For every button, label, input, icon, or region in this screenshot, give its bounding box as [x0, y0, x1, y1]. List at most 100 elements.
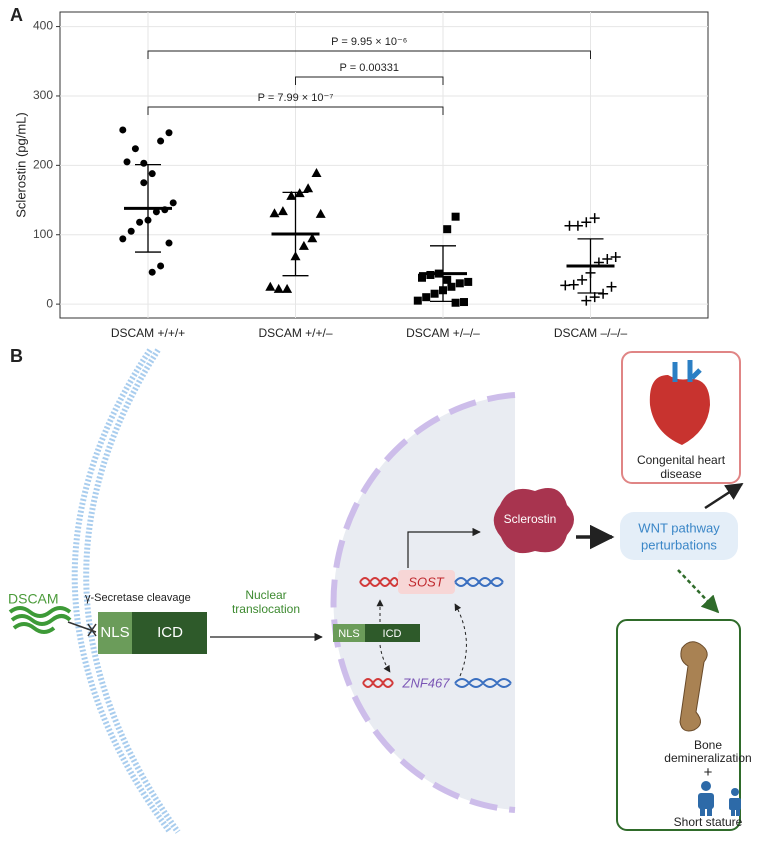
point — [315, 208, 326, 218]
p-value-label: P = 0.00331 — [340, 62, 399, 74]
significance-bracket — [147, 50, 591, 59]
point — [451, 212, 460, 221]
membrane-outer — [71, 348, 173, 834]
wnt-label: perturbations — [641, 537, 717, 552]
membrane-inner — [83, 348, 181, 834]
point — [422, 293, 431, 302]
icd-box — [365, 624, 420, 642]
point — [157, 262, 165, 270]
nls-box — [98, 612, 132, 654]
y-tick-label: 0 — [46, 296, 53, 310]
dna — [454, 678, 512, 688]
dna — [359, 577, 399, 587]
dscam-protein — [8, 606, 72, 634]
y-tick-label: 400 — [33, 19, 53, 33]
point — [157, 137, 165, 145]
point — [589, 213, 600, 224]
point — [451, 298, 460, 307]
point — [589, 292, 600, 303]
point — [560, 280, 571, 291]
point — [277, 206, 288, 216]
x-tick-label: DSCAM –/–/– — [554, 326, 628, 340]
point — [148, 268, 156, 276]
point — [282, 283, 293, 293]
point — [598, 288, 609, 299]
icd-label: ICD — [157, 624, 183, 641]
x-tick-label: DSCAM +/+/+ — [111, 326, 185, 340]
y-tick-label: 100 — [33, 227, 53, 241]
point — [152, 208, 160, 216]
dna — [362, 678, 394, 688]
point — [606, 281, 617, 292]
dscam-label: DSCAM — [8, 591, 59, 607]
point — [298, 240, 309, 250]
sost-label: SOST — [408, 574, 444, 589]
point — [136, 218, 144, 226]
wnt-label: WNT pathway — [638, 520, 720, 535]
dashed-arrow — [454, 603, 467, 677]
p-value-label: P = 7.99 × 10⁻⁷ — [258, 92, 334, 104]
nls-box — [333, 624, 365, 642]
cleavage-label: γ-Secretase cleavage — [85, 592, 191, 604]
sclerostin-label: Sclerostin — [504, 512, 557, 526]
scissors — [87, 623, 97, 637]
nls-label: NLS — [338, 628, 359, 640]
point — [581, 217, 592, 228]
point — [165, 129, 173, 137]
heart-vessels — [672, 360, 702, 382]
point — [140, 179, 148, 187]
point — [165, 239, 173, 247]
panel-label: B — [10, 346, 23, 366]
point — [460, 298, 468, 307]
point — [127, 227, 135, 235]
point — [447, 282, 456, 291]
x-tick-label: DSCAM +/+/– — [258, 326, 332, 340]
point — [119, 126, 127, 134]
point — [577, 274, 588, 285]
icd-label: ICD — [383, 628, 402, 640]
people-icon — [698, 781, 741, 816]
wnt-box — [620, 512, 738, 560]
x-tick-label: DSCAM +/–/– — [406, 326, 480, 340]
point — [123, 158, 131, 166]
nls-label: NLS — [100, 624, 129, 641]
point — [464, 277, 473, 286]
point — [273, 283, 284, 293]
point — [311, 167, 322, 177]
point — [269, 208, 280, 218]
panel-b: B DSCAM γ-Secretase cleavage NLS ICD Nuc… — [8, 346, 752, 834]
point — [610, 251, 621, 262]
bone-label: + — [704, 764, 713, 781]
nucleus — [333, 395, 515, 810]
stature-label: Short stature — [674, 815, 743, 829]
significance-bracket — [295, 76, 444, 85]
point — [413, 296, 422, 305]
dashed-arrow — [379, 644, 391, 673]
nuclear-envelope — [330, 392, 516, 813]
y-axis-label: Sclerostin (pg/mL) — [13, 112, 28, 217]
heart-icon — [649, 375, 710, 445]
panel-label: A — [10, 5, 23, 25]
translocation-label: Nuclear — [245, 588, 286, 602]
bone-label: demineralization — [664, 751, 751, 765]
sclerostin-protein — [493, 488, 574, 554]
znf467-label: ZNF467 — [402, 675, 451, 690]
point — [443, 225, 452, 234]
point — [568, 279, 579, 290]
sost-box — [398, 570, 455, 594]
bone-box — [616, 619, 741, 831]
point — [455, 279, 464, 288]
point — [131, 145, 139, 153]
point — [119, 235, 127, 243]
bone-label: Bone — [694, 738, 722, 752]
point — [307, 233, 318, 243]
plot: 0 100 200 300 400 DSCAM +/+/+ DSCAM +/+/– DSCAM… — [33, 12, 708, 340]
point — [265, 281, 276, 291]
icd-box — [132, 612, 207, 654]
point — [148, 170, 156, 178]
point — [418, 273, 426, 282]
heart-label: disease — [660, 467, 702, 481]
point — [169, 199, 177, 207]
dna — [454, 577, 504, 587]
